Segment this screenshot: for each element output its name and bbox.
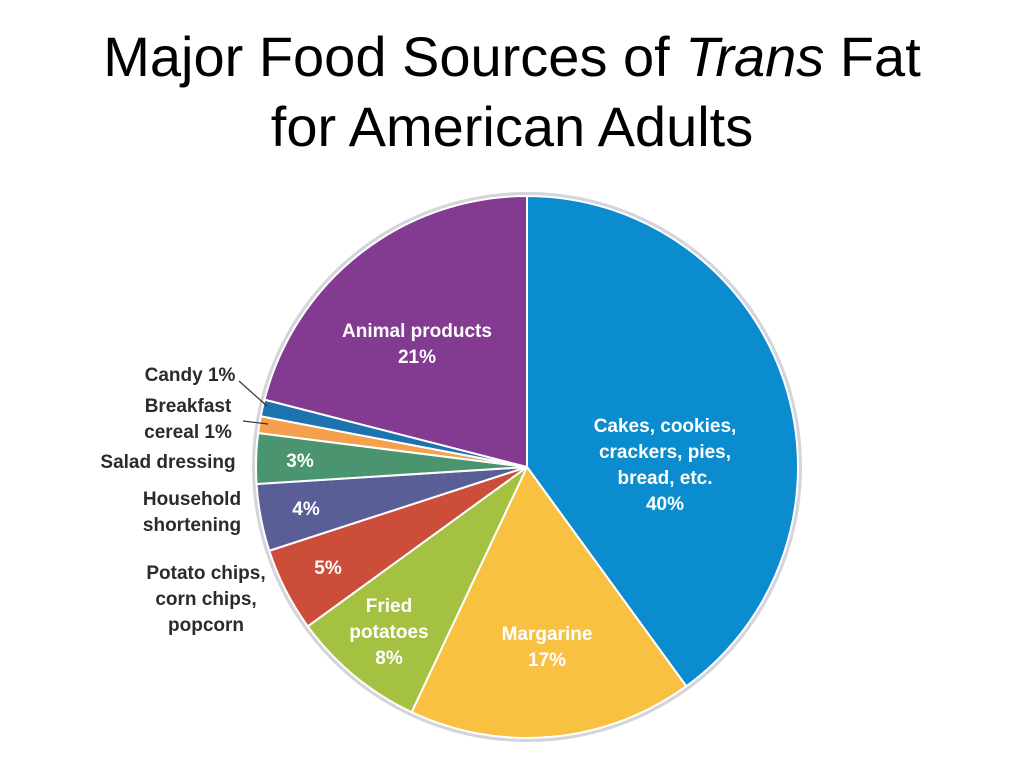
slice-label-salad-line-1: Salad dressing: [100, 452, 235, 473]
slice-value-chips: 5%: [314, 558, 342, 579]
slice-label-animal-line-2: 21%: [398, 347, 436, 368]
slice-label-margarine: Margarine 17%: [502, 624, 593, 671]
slice-label-fried-line-3: 8%: [375, 648, 403, 669]
pie-slice-animal: [263, 195, 528, 468]
slice-label-cakes: Cakes, cookies, crackers, pies, bread, etc…: [594, 416, 737, 515]
slice-label-candy: Candy 1%: [145, 365, 268, 407]
title-italic-trans: Trans: [685, 25, 825, 88]
leader-line-candy: [238, 380, 268, 407]
title-part-1: Major Food Sources of: [103, 25, 686, 88]
slice-label-salad: Salad dressing 3%: [100, 451, 313, 473]
pie-slice-cakes: [526, 195, 799, 688]
slice-label-cakes-line-1: Cakes, cookies,: [594, 416, 737, 437]
chart-title-line-1: Major Food Sources of Trans Fat: [0, 22, 1024, 92]
title-part-2: Fat: [824, 25, 921, 88]
slice-label-animal-line-1: Animal products: [342, 321, 492, 342]
pie-slice-fried: [306, 466, 528, 714]
slice-label-animal: Animal products 21%: [342, 321, 492, 368]
slice-label-chips: Potato chips, corn chips, popcorn 5%: [146, 558, 341, 636]
slice-label-chips-line-2: corn chips,: [155, 589, 256, 610]
slice-label-fried-line-1: Fried: [366, 596, 412, 617]
slice-value-salad: 3%: [286, 451, 314, 472]
pie-outer-ring: [252, 192, 802, 742]
slice-label-chips-line-1: Potato chips,: [146, 563, 265, 584]
slice-label-shortening-line-2: shortening: [143, 515, 241, 536]
slice-label-cakes-line-2: crackers, pies,: [599, 442, 731, 463]
slice-label-cereal-line-2: cereal 1%: [144, 422, 232, 443]
slice-label-margarine-line-2: 17%: [528, 650, 566, 671]
pie-slice-margarine: [410, 466, 688, 739]
slice-label-fried-line-2: potatoes: [349, 622, 428, 643]
slice-label-cakes-line-4: 40%: [646, 494, 684, 515]
slice-label-cereal-line-1: Breakfast: [145, 396, 232, 417]
slice-label-chips-line-3: popcorn: [168, 615, 244, 636]
slice-label-cereal: Breakfast cereal 1%: [144, 396, 269, 443]
slice-label-candy-line-1: Candy 1%: [145, 365, 236, 386]
slice-label-shortening: Household shortening 4%: [143, 489, 320, 536]
slice-label-margarine-line-1: Margarine: [502, 624, 593, 645]
slice-label-fried: Fried potatoes 8%: [349, 596, 428, 669]
slice-label-shortening-line-1: Household: [143, 489, 241, 510]
slice-label-cakes-line-3: bread, etc.: [617, 468, 712, 489]
chart-title-line-2: for American Adults: [270, 95, 754, 158]
slice-value-shortening: 4%: [292, 499, 320, 520]
chart-title: Major Food Sources of Trans Fat for Amer…: [0, 22, 1024, 162]
leader-line-cereal: [242, 420, 269, 425]
